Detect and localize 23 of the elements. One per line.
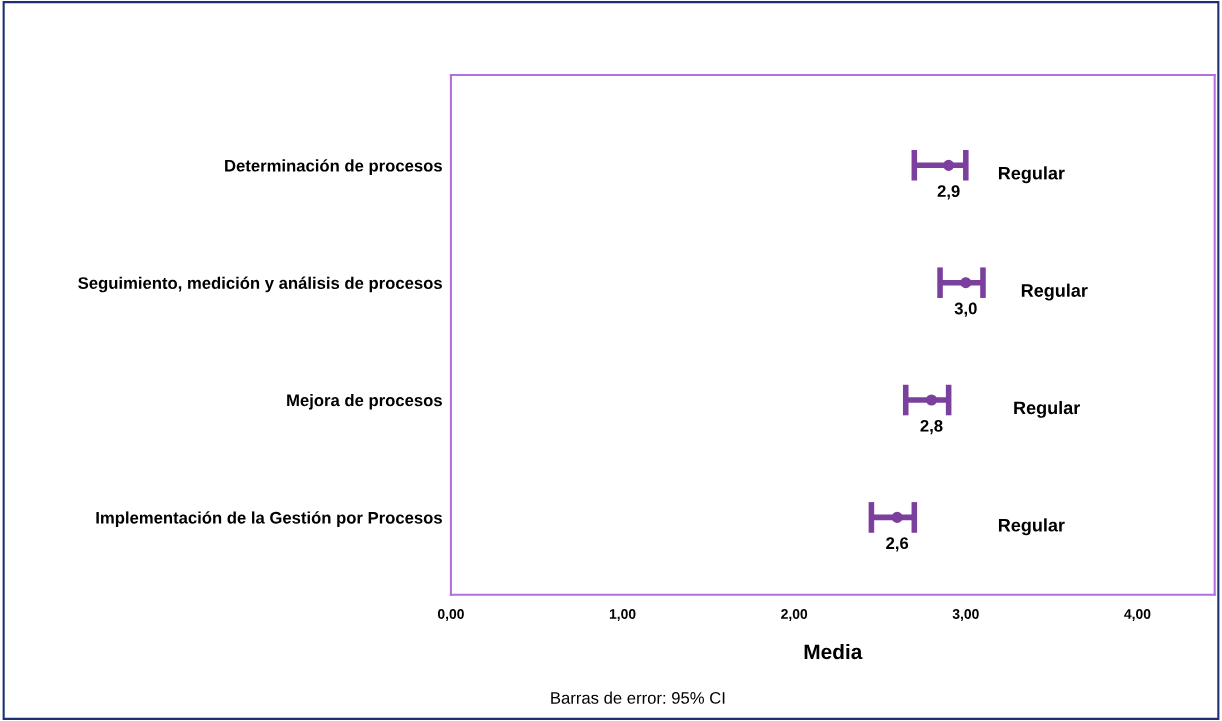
data-label: 2,6 xyxy=(886,537,909,552)
annotation: Regular xyxy=(1014,400,1080,418)
data-label: 2,9 xyxy=(937,185,960,200)
point xyxy=(960,277,972,289)
x-tick-label: 0,00 xyxy=(437,609,464,621)
x-tick-label: 3,00 xyxy=(952,609,979,621)
y-tick-label: Determinación de procesos xyxy=(225,159,442,175)
annotation: Regular xyxy=(998,518,1065,536)
data-label: 3,0 xyxy=(954,302,977,317)
y-tick-label: Implementación de la Gestión por Procesos xyxy=(96,511,442,527)
point xyxy=(943,159,955,171)
text: Barras de error: 95% CI xyxy=(551,691,725,704)
x-tick-label: 2,00 xyxy=(781,609,808,621)
annotation: Regular xyxy=(1021,283,1088,301)
y-tick-label: Seguimiento, medición y análisis de procesos xyxy=(78,276,442,293)
annotation: Regular xyxy=(998,166,1065,184)
x-axis-title: Media xyxy=(804,643,863,660)
y-tick-label: Mejora de procesos xyxy=(287,393,442,410)
data-label: 2,8 xyxy=(920,419,943,435)
point xyxy=(925,394,938,406)
point xyxy=(891,511,903,523)
x-tick-label: 1,00 xyxy=(609,609,636,621)
x-tick-label: 4,00 xyxy=(1124,609,1151,621)
